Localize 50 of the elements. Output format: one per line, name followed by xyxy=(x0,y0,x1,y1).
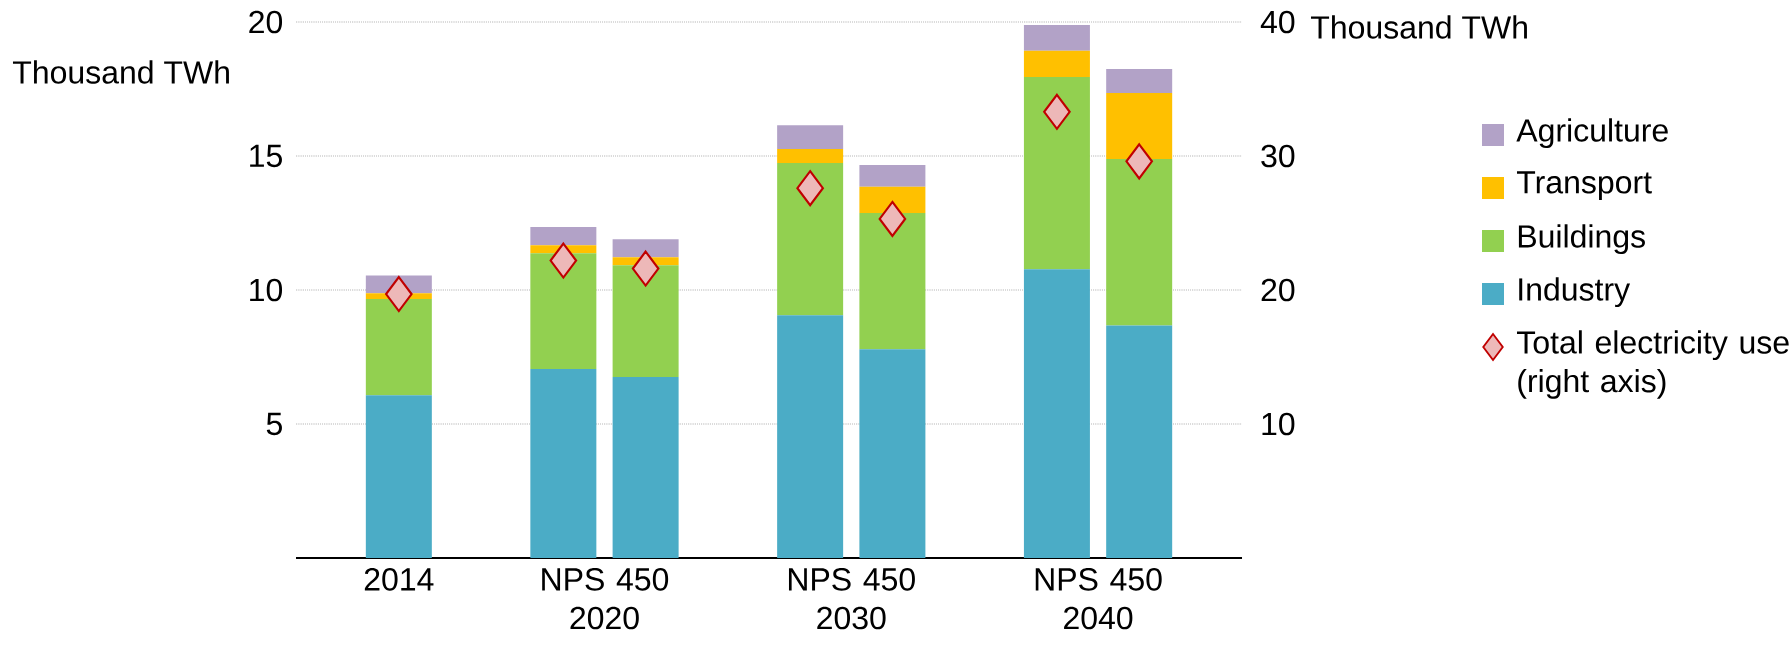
y-tick-label: 15 xyxy=(250,144,282,168)
y2-tick-label: 40 xyxy=(1260,10,1295,34)
point xyxy=(1125,143,1154,180)
point xyxy=(1043,93,1071,130)
bar xyxy=(1106,325,1173,558)
point xyxy=(631,250,660,287)
bar xyxy=(1106,93,1173,159)
point xyxy=(385,275,413,313)
y-tick-label: 10 xyxy=(250,278,283,302)
bar xyxy=(859,349,926,558)
bar xyxy=(1023,50,1090,77)
y2-tick-label: 20 xyxy=(1261,278,1295,302)
legend-label: Transport xyxy=(1516,171,1652,200)
bar xyxy=(365,299,432,396)
bar xyxy=(859,186,926,214)
bar xyxy=(365,395,432,558)
legend-label: Buildings xyxy=(1518,224,1645,255)
legend-label: Agriculture xyxy=(1516,118,1668,149)
x-tick-label: NPS 450 2030 xyxy=(788,568,915,630)
point xyxy=(796,170,824,207)
bar xyxy=(530,253,597,370)
x-tick-label: 2014 xyxy=(364,568,434,591)
y2-tick-label: 30 xyxy=(1261,144,1295,168)
x-tick-label: NPS 450 2020 xyxy=(542,568,669,630)
point xyxy=(878,200,907,238)
y2-tick-label: 10 xyxy=(1262,412,1295,436)
bar xyxy=(859,213,926,350)
y-axis-title: Thousand TWh xyxy=(12,60,229,84)
bar xyxy=(777,125,844,150)
y-tick-label: 20 xyxy=(249,10,283,34)
legend-label: Industry xyxy=(1519,277,1631,308)
bar xyxy=(1023,76,1090,270)
bar xyxy=(612,239,679,258)
legend-label: Total electricity use (right axis) xyxy=(1516,330,1789,399)
bar xyxy=(612,377,679,558)
bar xyxy=(777,315,844,558)
y2-axis-title: Thousand TWh xyxy=(1310,15,1527,39)
bar xyxy=(777,162,844,316)
bar xyxy=(1106,68,1173,94)
bar xyxy=(530,227,597,246)
x-tick-label: NPS 450 2040 xyxy=(1035,568,1162,630)
bar xyxy=(1106,158,1173,326)
bar xyxy=(859,165,926,187)
y-tick-label: 5 xyxy=(266,412,282,436)
bar xyxy=(612,265,679,378)
bar xyxy=(777,149,844,163)
bar xyxy=(530,369,597,558)
point xyxy=(549,242,578,279)
bar xyxy=(1023,269,1090,558)
bar xyxy=(1023,24,1090,51)
